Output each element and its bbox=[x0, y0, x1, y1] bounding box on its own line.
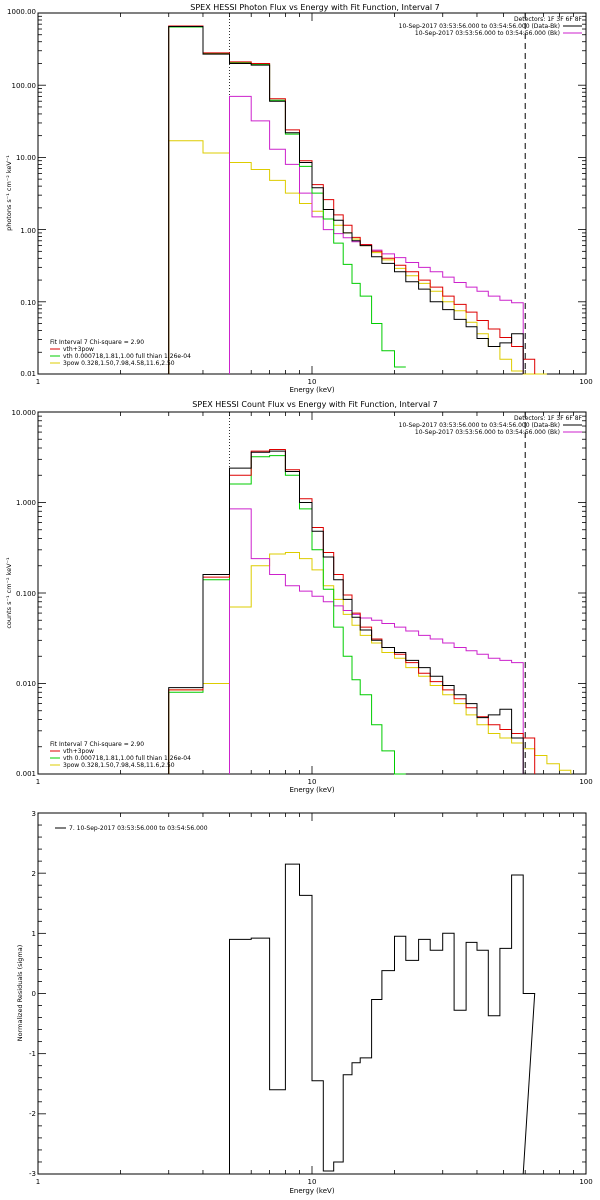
panel2-legend-fit: Fit Interval 7 Chi-square = 2.90 bbox=[50, 741, 144, 748]
panel3-ytick-label-m1: -1 bbox=[29, 1050, 36, 1058]
panel3-xlabel: Energy (keV) bbox=[289, 1187, 334, 1195]
panel3-xtick-label-10: 10 bbox=[308, 1178, 317, 1186]
series-residuals bbox=[229, 863, 536, 1175]
panel2-legend-data-bk: 10-Sep-2017 03:53:56.000 to 03:54:56.000… bbox=[399, 422, 560, 429]
panel1-legend-bottom: Fit Interval 7 Chi-square = 2.90 vth+3po… bbox=[50, 339, 191, 367]
series-vth-3pow bbox=[168, 25, 536, 374]
panel3-xtick-label-100: 100 bbox=[579, 1178, 592, 1186]
panel1-legend-top: Detectors: 1F 3F 6F 8F 10-Sep-2017 03:53… bbox=[399, 16, 583, 37]
series-bk bbox=[229, 508, 524, 774]
panel3-ytick-label-m2: -2 bbox=[29, 1110, 36, 1118]
panel3-ytick-label-1: 1 bbox=[32, 930, 36, 938]
panel1-legend-data-bk: 10-Sep-2017 03:53:56.000 to 03:54:56.000… bbox=[399, 23, 560, 30]
panel1-legend-vth: vth 0.000718,1.81,1.00 full thian 1.26e-… bbox=[63, 353, 191, 360]
series-vth bbox=[168, 455, 406, 775]
photon-flux-panel: SPEX HESSI Photon Flux vs Energy with Fi… bbox=[5, 3, 593, 394]
panel2-legend-vth: vth 0.000718,1.81,1.00 full thian 1.26e-… bbox=[63, 755, 191, 762]
panel1-legend-fit: Fit Interval 7 Chi-square = 2.90 bbox=[50, 339, 144, 346]
series-vth-3pow bbox=[168, 449, 536, 774]
panel2-legend-total: vth+3pow bbox=[63, 748, 94, 755]
panel1-xtick-label-1: 1 bbox=[36, 378, 40, 386]
panel1-xtick-label-100: 100 bbox=[579, 378, 592, 386]
panel2-ytick-label-0.001: 0.001 bbox=[16, 770, 36, 778]
panel1-ytick-label-1: 1.00 bbox=[20, 227, 36, 235]
series-data-bk bbox=[168, 26, 524, 374]
series-vth bbox=[168, 26, 406, 374]
count-flux-panel: SPEX HESSI Count Flux vs Energy with Fit… bbox=[5, 400, 593, 794]
panel3-xtick-label-1: 1 bbox=[36, 1178, 40, 1186]
series-data-bk bbox=[168, 450, 524, 774]
panel2-ytick-label-1: 1.000 bbox=[16, 499, 36, 507]
panel1-legend-3pow: 3pow 0.328,1.50,7.98,4.58,11.6,2.50 bbox=[63, 360, 175, 367]
panel1-ytick-label-100: 100.00 bbox=[12, 82, 37, 90]
series-3pow bbox=[168, 140, 547, 375]
panel3-ytick-label-0: 0 bbox=[32, 990, 36, 998]
series-bk bbox=[229, 95, 524, 374]
panel3-series bbox=[229, 863, 536, 1175]
panel1-ytick-label-1000: 1000.00 bbox=[7, 8, 36, 16]
panel1-ytick-label-0.1: 0.10 bbox=[20, 299, 36, 307]
panel2-ytick-label-10: 10.000 bbox=[12, 409, 37, 417]
panel2-xtick-label-1: 1 bbox=[36, 778, 40, 786]
panel3-ytick-label-2: 2 bbox=[32, 870, 36, 878]
panel2-threshold-lines bbox=[229, 412, 526, 774]
panel2-xlabel: Energy (keV) bbox=[289, 786, 334, 794]
panel3-legend: 7. 10-Sep-2017 03:53:56.000 to 03:54:56.… bbox=[69, 825, 208, 832]
panel1-ylabel: photons s⁻¹ cm⁻² keV⁻¹ bbox=[5, 155, 13, 231]
residuals-panel: 3 2 1 0 -1 -2 -3 1 10 100 Energy (keV) N… bbox=[16, 810, 593, 1195]
panel2-legend-top: Detectors: 1F 3F 6F 8F 10-Sep-2017 03:53… bbox=[399, 415, 583, 436]
panel1-legend-detectors: Detectors: 1F 3F 6F 8F bbox=[514, 16, 583, 23]
panel1-series bbox=[168, 25, 547, 375]
panel2-series bbox=[168, 449, 572, 775]
panel3-ytick-label-3: 3 bbox=[32, 810, 36, 818]
panel2-legend-bk: 10-Sep-2017 03:53:56.000 to 03:54:56.000… bbox=[415, 429, 560, 436]
panel1-ytick-label-0.01: 0.01 bbox=[20, 370, 36, 378]
panel2-ylabel: counts s⁻¹ cm⁻² keV⁻¹ bbox=[5, 557, 13, 629]
panel2-legend-bottom: Fit Interval 7 Chi-square = 2.90 vth+3po… bbox=[50, 741, 191, 769]
series-3pow bbox=[168, 552, 572, 774]
panel3-ytick-label-m3: -3 bbox=[29, 1170, 36, 1178]
panel1-legend-total: vth+3pow bbox=[63, 346, 94, 353]
panel3-ylabel: Normalized Residuals (sigma) bbox=[16, 945, 24, 1042]
panel1-legend-bk: 10-Sep-2017 03:53:56.000 to 03:54:56.000… bbox=[415, 30, 560, 37]
panel2-legend-detectors: Detectors: 1F 3F 6F 8F bbox=[514, 415, 583, 422]
panel1-xlabel: Energy (keV) bbox=[289, 386, 334, 394]
panel1-threshold-lines bbox=[229, 13, 526, 374]
panel1-xtick-label-10: 10 bbox=[308, 378, 317, 386]
panel3-ticks bbox=[37, 813, 586, 1175]
panel2-title: SPEX HESSI Count Flux vs Energy with Fit… bbox=[192, 400, 437, 409]
panel2-xtick-label-100: 100 bbox=[579, 778, 592, 786]
panel1-ytick-label-10: 10.00 bbox=[16, 154, 36, 162]
panel2-ytick-label-0.01: 0.010 bbox=[16, 680, 36, 688]
panel1-ticks bbox=[37, 13, 586, 375]
panel2-legend-3pow: 3pow 0.328,1.50,7.98,4.58,11.6,2.50 bbox=[63, 762, 175, 769]
panel2-xtick-label-10: 10 bbox=[308, 778, 317, 786]
panel1-title: SPEX HESSI Photon Flux vs Energy with Fi… bbox=[190, 3, 440, 12]
panel2-ytick-label-0.1: 0.100 bbox=[16, 590, 36, 598]
